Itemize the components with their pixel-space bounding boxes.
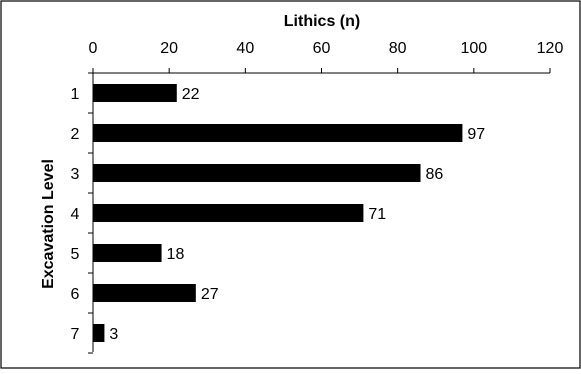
axes	[88, 72, 550, 354]
bar-level-2	[93, 124, 463, 142]
data-label: 3	[109, 326, 118, 343]
bar-level-5	[93, 244, 162, 262]
bar-level-1	[93, 84, 177, 102]
y-tick-label: 4	[71, 206, 80, 223]
bars: 1 222 973 864 715 186 277 3	[71, 84, 485, 343]
x-axis-title: Lithics (n)	[284, 13, 360, 30]
x-tick-label: 40	[236, 40, 254, 57]
y-tick-label: 3	[71, 166, 80, 183]
y-tick-label: 1	[71, 86, 80, 103]
y-tick-label: 2	[71, 126, 80, 143]
x-tick-label: 120	[537, 40, 564, 57]
bar-level-3	[93, 164, 421, 182]
data-label: 97	[467, 126, 485, 143]
x-tick-label: 60	[313, 40, 331, 57]
y-tick-label: 5	[71, 246, 80, 263]
bar-level-7	[93, 324, 105, 342]
bar-level-6	[93, 284, 196, 302]
y-tick-label: 6	[71, 286, 80, 303]
x-ticks: 0 20 40 60 80 100 120	[89, 40, 564, 73]
x-tick-label: 20	[160, 40, 178, 57]
data-label: 27	[201, 286, 219, 303]
x-tick-label: 100	[460, 40, 487, 57]
x-tick-label: 80	[389, 40, 407, 57]
y-tick-label: 7	[71, 326, 80, 343]
data-label: 22	[182, 86, 200, 103]
x-tick-label: 0	[89, 40, 98, 57]
y-axis-title: Excavation Level	[40, 159, 57, 289]
data-label: 71	[368, 206, 386, 223]
data-label: 18	[167, 246, 185, 263]
bar-level-4	[93, 204, 364, 222]
data-label: 86	[426, 166, 444, 183]
